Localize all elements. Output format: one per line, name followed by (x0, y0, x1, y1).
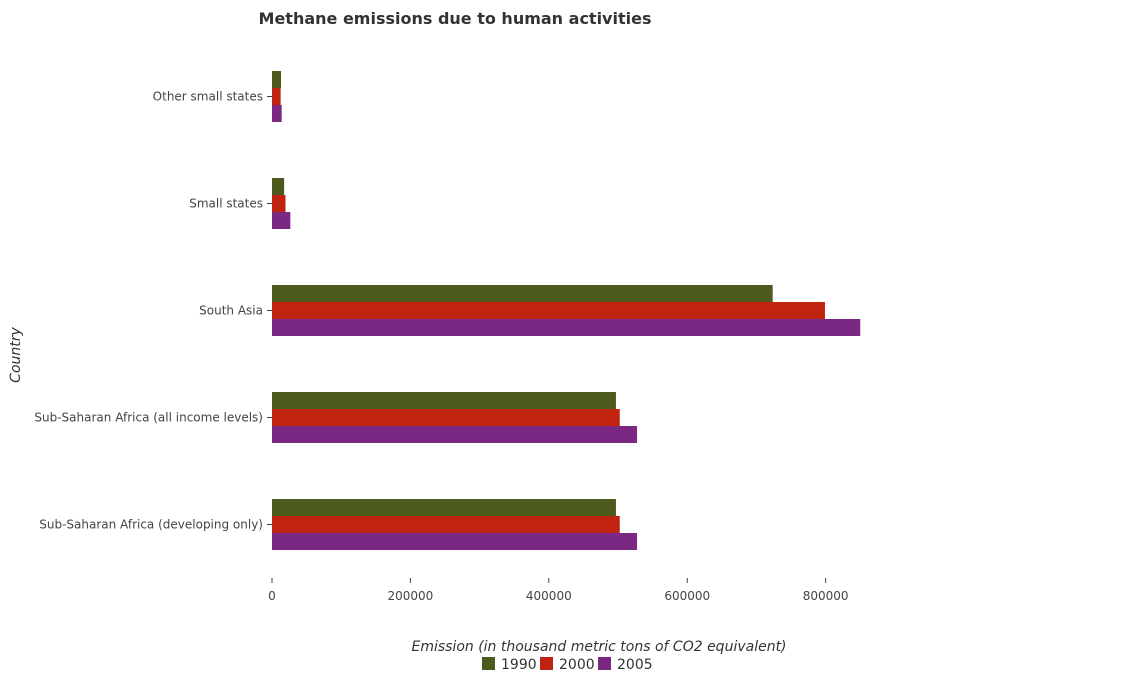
x-tick-label: 0 (268, 589, 276, 603)
legend: 1990 2000 2005 (482, 657, 653, 673)
legend-label-1990: 1990 (501, 657, 537, 673)
legend-swatch-1990 (482, 657, 495, 670)
legend-swatch-2005 (598, 657, 611, 670)
bar-1990-0 (272, 71, 281, 88)
x-tick-labels: 0 200000 400000 600000 800000 (268, 578, 849, 603)
y-tick-label: Sub-Saharan Africa (all income levels) (34, 411, 263, 425)
x-tick-label: 200000 (388, 589, 434, 603)
legend-swatch-2000 (540, 657, 553, 670)
y-tick-label: South Asia (199, 304, 263, 318)
legend-label-2005: 2005 (617, 657, 653, 673)
y-axis: Country Other small states Small states So… (8, 90, 272, 532)
legend-label-2000: 2000 (559, 657, 595, 673)
bar-2005-1 (272, 212, 291, 229)
y-axis-title: Country (8, 326, 24, 382)
y-tick-label: Other small states (153, 90, 263, 104)
bar-2005-3 (272, 426, 638, 443)
bar-2005-2 (272, 319, 861, 336)
y-tick-label: Small states (189, 197, 263, 211)
bar-1990-4 (272, 499, 616, 516)
x-tick-label: 400000 (526, 589, 572, 603)
bar-2005-0 (272, 105, 282, 122)
bar-2000-4 (272, 516, 620, 533)
chart-title: Methane emissions due to human activitie… (259, 9, 652, 28)
bar-2000-2 (272, 302, 825, 319)
bar-1990-3 (272, 392, 616, 409)
x-axis: 0 200000 400000 600000 800000 Emission (in t… (268, 578, 849, 655)
bar-2005-4 (272, 533, 638, 550)
y-tick-labels: Other small states Small states South Asia… (34, 90, 272, 532)
x-tick-label: 600000 (664, 589, 710, 603)
bar-2000-0 (272, 88, 281, 105)
bar-2000-3 (272, 409, 620, 426)
y-tick-label: Sub-Saharan Africa (developing only) (39, 518, 263, 532)
bars (272, 71, 861, 550)
bar-1990-2 (272, 285, 773, 302)
x-axis-title: Emission (in thousand metric tons of CO2… (411, 639, 786, 655)
x-tick-label: 800000 (803, 589, 849, 603)
bar-1990-1 (272, 178, 285, 195)
bar-2000-1 (272, 195, 286, 212)
